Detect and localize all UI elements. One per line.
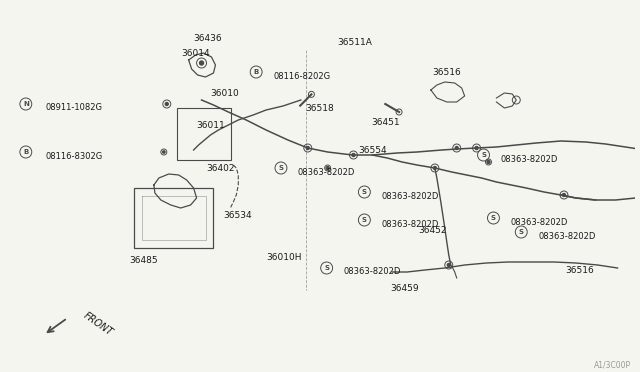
Text: S: S (481, 152, 486, 158)
Text: 36516: 36516 (432, 68, 461, 77)
Text: 36451: 36451 (371, 118, 400, 127)
Text: N: N (23, 101, 29, 107)
Text: FRONT: FRONT (81, 310, 115, 337)
Text: 08363-8202D: 08363-8202D (500, 154, 558, 164)
Circle shape (487, 160, 490, 164)
Text: B: B (253, 69, 259, 75)
Text: 08116-8202G: 08116-8202G (273, 71, 330, 80)
Text: 08363-8202D: 08363-8202D (510, 218, 568, 227)
Text: A1/3C00P: A1/3C00P (594, 360, 631, 369)
Text: B: B (23, 149, 28, 155)
Text: 36436: 36436 (194, 34, 222, 43)
Text: 08116-8302G: 08116-8302G (45, 151, 103, 160)
Text: 08363-8202D: 08363-8202D (381, 219, 438, 228)
Text: 08363-8202D: 08363-8202D (538, 231, 595, 241)
Circle shape (352, 154, 355, 157)
Circle shape (475, 147, 478, 150)
Circle shape (307, 147, 309, 150)
Text: S: S (519, 229, 524, 235)
Text: 36518: 36518 (305, 104, 333, 113)
Text: S: S (362, 189, 367, 195)
Text: 36010: 36010 (211, 89, 239, 98)
Text: 36459: 36459 (390, 284, 419, 293)
Bar (134, 188, 214, 248)
Circle shape (200, 61, 204, 65)
Text: 08363-8202D: 08363-8202D (344, 267, 401, 276)
Circle shape (447, 263, 451, 266)
Circle shape (563, 193, 565, 196)
Text: 36516: 36516 (565, 266, 594, 275)
Bar (177, 108, 231, 160)
Text: 36014: 36014 (182, 49, 211, 58)
Text: S: S (278, 165, 284, 171)
Circle shape (326, 167, 329, 170)
Text: 36010H: 36010H (266, 253, 301, 262)
Text: 08363-8202D: 08363-8202D (298, 167, 355, 176)
Text: S: S (324, 265, 329, 271)
Circle shape (163, 151, 165, 153)
Text: 36554: 36554 (358, 146, 387, 155)
Text: 08363-8202D: 08363-8202D (381, 192, 438, 201)
Text: S: S (491, 215, 496, 221)
Text: 36534: 36534 (223, 211, 252, 220)
Circle shape (455, 147, 458, 150)
Text: 36011: 36011 (196, 121, 225, 130)
Circle shape (165, 103, 168, 106)
Text: S: S (362, 217, 367, 223)
Text: 36485: 36485 (129, 256, 157, 265)
Circle shape (433, 167, 436, 170)
Text: 36452: 36452 (418, 226, 447, 235)
Text: 36511A: 36511A (337, 38, 372, 47)
Text: 08911-1082G: 08911-1082G (45, 103, 102, 112)
Text: 36402: 36402 (207, 164, 235, 173)
